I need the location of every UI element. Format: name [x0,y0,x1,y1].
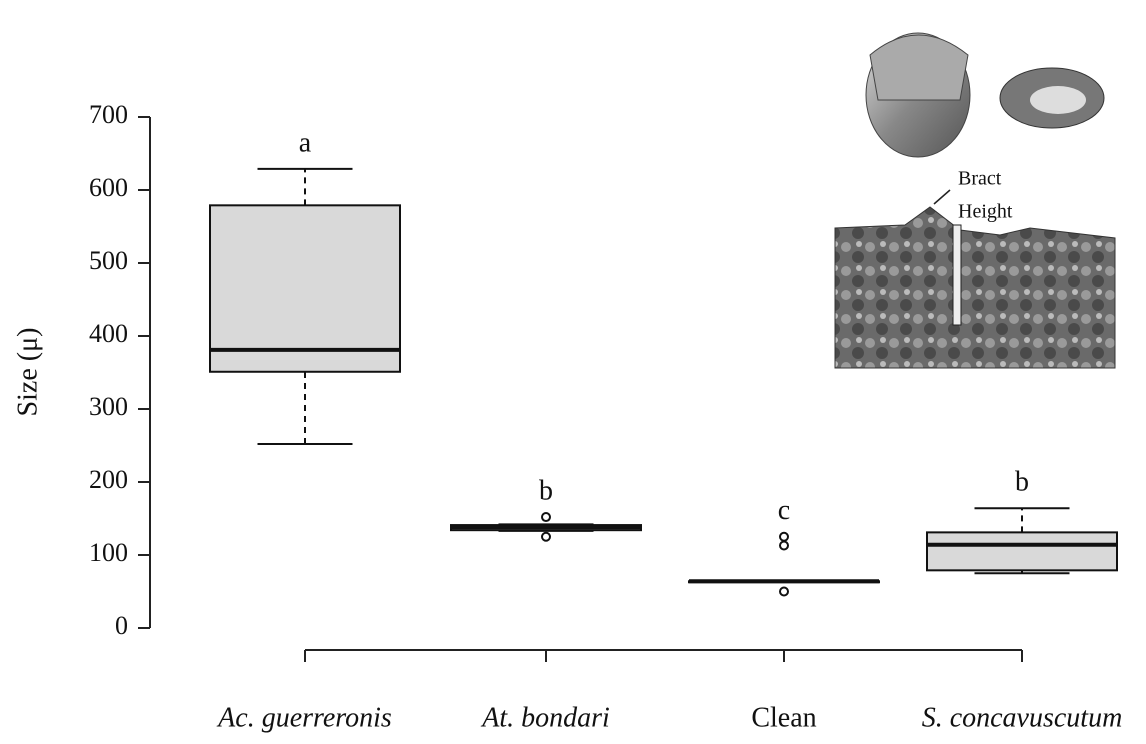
y-tick-label: 0 [115,611,128,640]
y-tick-label: 400 [89,319,128,348]
x-tick-label: Ac. guerreronis [216,702,392,733]
outlier [780,542,788,550]
box [927,532,1117,570]
y-tick-label: 500 [89,246,128,275]
outlier [780,533,788,541]
x-tick-label: S. concavuscutum [922,702,1123,733]
significance-letter: b [539,475,553,506]
y-tick-label: 700 [89,100,128,129]
inset-image: Bract Height [835,33,1115,368]
y-tick-label: 100 [89,538,128,567]
outlier [780,588,788,596]
y-axis-label: Size (μ) [12,328,43,417]
x-tick-label: Clean [751,702,816,733]
box [210,205,400,371]
significance-letter: a [299,127,312,158]
x-tick-label: At. bondari [480,702,610,733]
y-tick-label: 200 [89,465,128,494]
inset-label: Bract [958,168,1002,190]
significance-letter: b [1015,467,1029,498]
outlier [542,513,550,521]
y-tick-label: 300 [89,392,128,421]
inset-label: Height [958,201,1013,223]
y-tick-label: 600 [89,173,128,202]
significance-letter: c [778,495,790,526]
chart: Bract Height Size (μ) 0 100 200 300 400 500 60… [0,0,1146,744]
outlier [542,533,550,541]
